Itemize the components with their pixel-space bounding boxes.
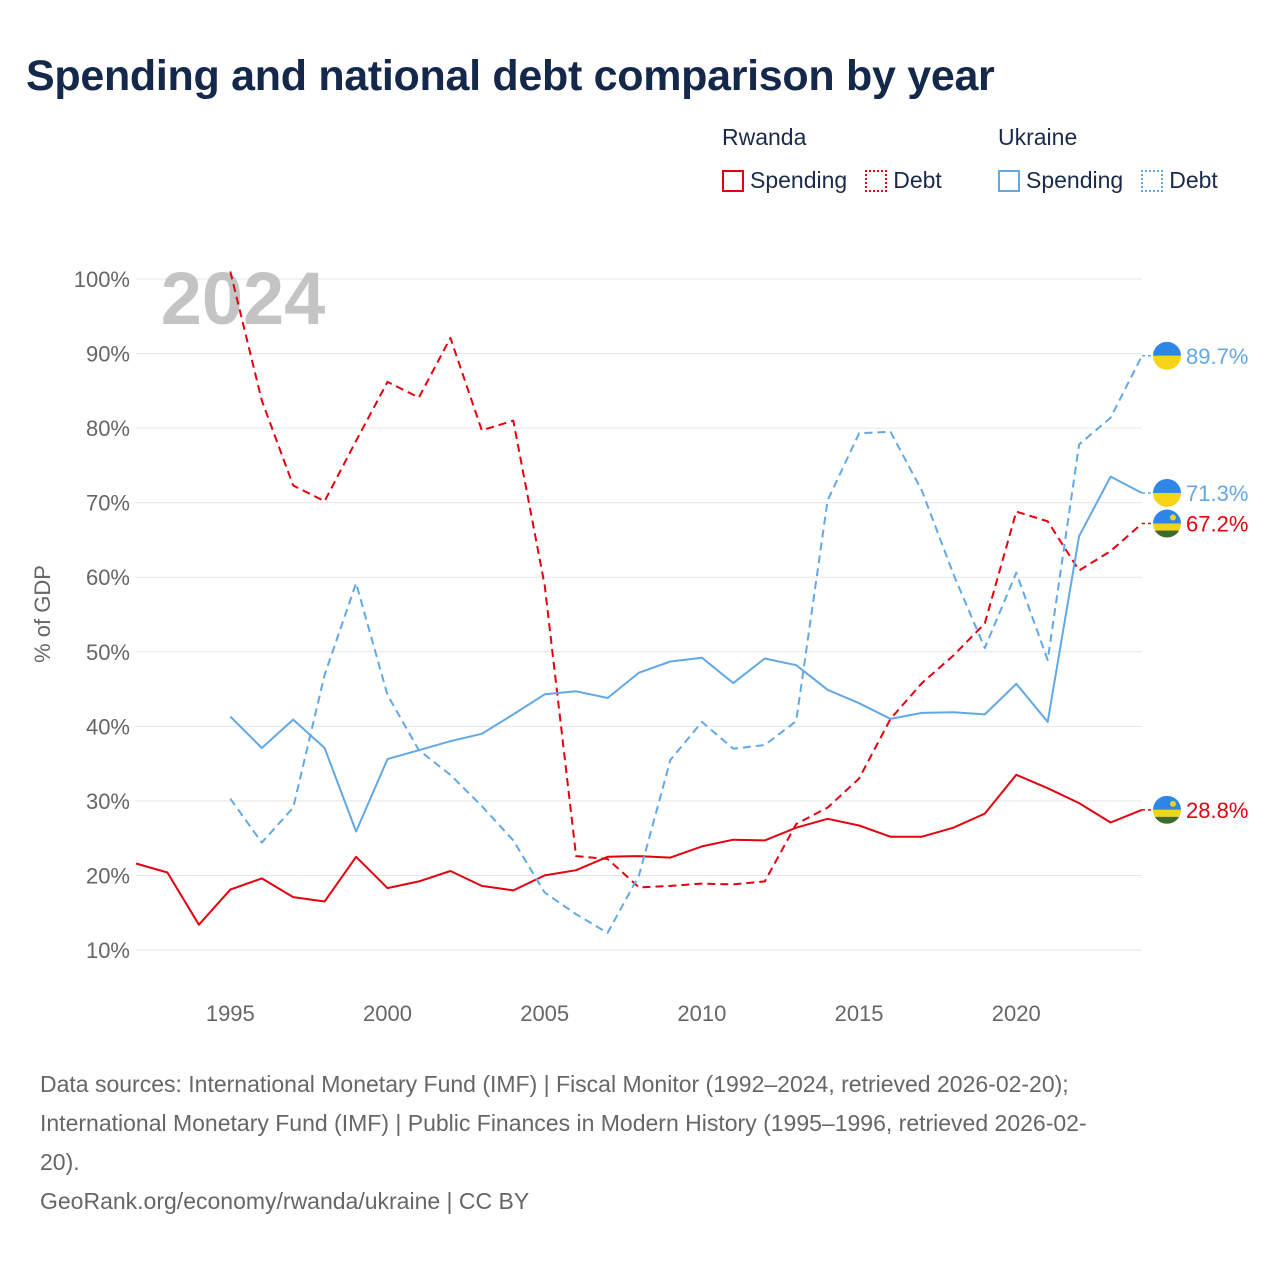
axis-labels: 10% 20% 30% 40% 50% 60% 70% 80% 90% 100% 1995 2000 2… xyxy=(74,267,1041,1026)
series-line-rwanda-spending[interactable] xyxy=(135,773,1143,926)
source-line-2: International Monetary Fund (IMF) | Publ… xyxy=(40,1110,1087,1136)
series-line-rwanda-debt[interactable] xyxy=(229,271,1143,889)
end-value-label: 67.2% xyxy=(1186,512,1248,537)
series-line-ukraine-spending[interactable] xyxy=(229,475,1143,833)
legend-ukraine-debt[interactable]: Debt xyxy=(1141,167,1218,194)
legend-swatch-dotted-icon xyxy=(865,169,888,192)
x-tick-label: 2005 xyxy=(520,1001,569,1026)
x-tick-label: 2020 xyxy=(992,1001,1041,1026)
end-value-label: 28.8% xyxy=(1186,798,1248,823)
source-line-1: Data sources: International Monetary Fun… xyxy=(40,1071,1069,1097)
rwanda-flag-icon xyxy=(1153,795,1181,824)
y-tick-label: 30% xyxy=(86,789,130,814)
legend-rwanda-spending-label: Spending xyxy=(750,167,848,193)
legend-ukraine-spending-label: Spending xyxy=(1026,167,1124,193)
y-tick-label: 80% xyxy=(86,416,130,441)
series-lines xyxy=(135,271,1143,934)
y-tick-label: 40% xyxy=(86,714,130,739)
legend-ukraine-spending[interactable]: Spending xyxy=(998,167,1123,194)
end-labels: 28.8% 67.2% 71.3% 89.7% xyxy=(1142,341,1248,824)
y-tick-label: 20% xyxy=(86,863,130,888)
source-credit: GeoRank.org/economy/rwanda/ukraine | CC … xyxy=(40,1188,530,1214)
y-tick-label: 100% xyxy=(74,267,130,292)
x-tick-label: 2015 xyxy=(835,1001,884,1026)
y-tick-label: 50% xyxy=(86,640,130,665)
y-tick-label: 90% xyxy=(86,342,130,367)
x-tick-label: 1995 xyxy=(206,1001,255,1026)
legend-swatch-dotted-icon xyxy=(1141,169,1164,192)
y-tick-label: 10% xyxy=(86,938,130,963)
legend-swatch-solid-icon xyxy=(998,169,1020,192)
y-axis-title: % of GDP xyxy=(30,565,55,663)
grid-lines xyxy=(136,278,1142,951)
series-line-ukraine-debt[interactable] xyxy=(229,355,1143,934)
end-value-label: 89.7% xyxy=(1186,344,1248,369)
ukraine-flag-icon xyxy=(1153,341,1181,370)
end-value-label: 71.3% xyxy=(1186,481,1248,506)
rwanda-flag-icon xyxy=(1153,509,1181,538)
y-tick-label: 60% xyxy=(86,565,130,590)
legend-rwanda-title: Rwanda xyxy=(722,124,807,150)
legend-swatch-solid-icon xyxy=(722,169,744,192)
ukraine-flag-icon xyxy=(1153,478,1181,507)
y-tick-label: 70% xyxy=(86,491,130,516)
x-tick-label: 2010 xyxy=(677,1001,726,1026)
x-tick-label: 2000 xyxy=(363,1001,412,1026)
legend-rwanda-spending[interactable]: Spending xyxy=(722,167,847,194)
legend-rwanda-debt-label: Debt xyxy=(893,167,942,193)
legend-rwanda-debt[interactable]: Debt xyxy=(865,167,942,194)
source-line-3: 20). xyxy=(40,1149,80,1175)
legend-ukraine: Ukraine Spending Debt xyxy=(998,124,1218,194)
legend-ukraine-debt-label: Debt xyxy=(1169,167,1218,193)
legend-ukraine-title: Ukraine xyxy=(998,124,1078,150)
legend-rwanda: Rwanda Spending Debt xyxy=(722,124,960,194)
page-title: Spending and national debt comparison by… xyxy=(26,52,995,100)
